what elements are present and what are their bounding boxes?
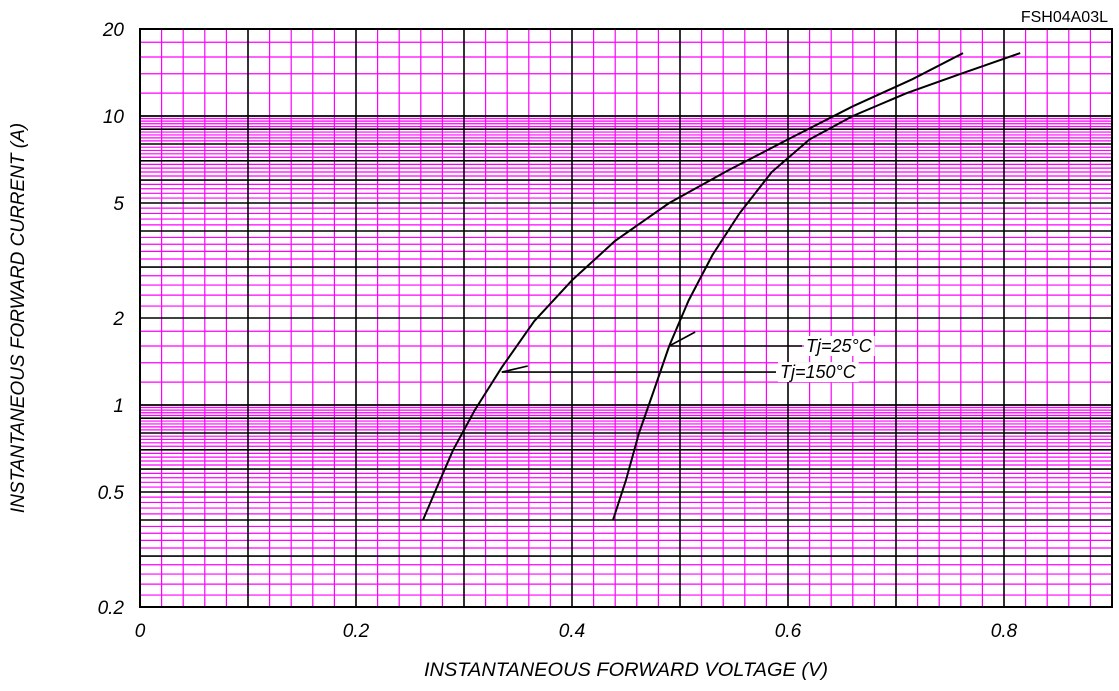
series-label-background (778, 362, 859, 383)
x-tick-label: 0.8 (991, 621, 1018, 642)
y-tick-label: 2 (112, 309, 124, 330)
part-number: FSH04A03L (1021, 9, 1108, 26)
annotation-leader-tick (501, 365, 528, 373)
y-tick-label: 0.2 (98, 598, 125, 619)
series-label: Tj=25°C (806, 336, 873, 356)
x-tick-label: 0.4 (559, 621, 585, 642)
series-line (612, 52, 1021, 521)
y-tick-label: 1 (113, 396, 124, 417)
x-tick-label: 0.2 (343, 621, 370, 642)
x-tick-label: 0 (135, 621, 146, 642)
annotation-leaders (501, 331, 802, 373)
y-tick-label: 5 (113, 194, 124, 215)
x-axis-label: INSTANTANEOUS FORWARD VOLTAGE (V) (424, 660, 828, 681)
series-label-background (804, 336, 875, 357)
y-tick-label: 0.5 (98, 483, 125, 504)
plot-frame (139, 28, 1113, 608)
curves (422, 52, 1021, 521)
y-axis-label: INSTANTANEOUS FORWARD CURRENT (A) (8, 123, 29, 513)
y-tick-label: 10 (103, 107, 125, 128)
y-tick-labels: 0.2 0.5 1 2 5 10 20 (98, 20, 125, 619)
series-line (422, 52, 964, 521)
annotations: Tj=25°C Tj=150°C (778, 336, 875, 383)
y-tick-label: 20 (102, 20, 125, 41)
annotation-leader-tick (668, 331, 696, 347)
major-grid (140, 29, 1112, 607)
x-tick-label: 0.6 (775, 621, 802, 642)
series-label: Tj=150°C (780, 362, 857, 382)
x-tick-labels: 0 0.2 0.4 0.6 0.8 (135, 621, 1018, 642)
